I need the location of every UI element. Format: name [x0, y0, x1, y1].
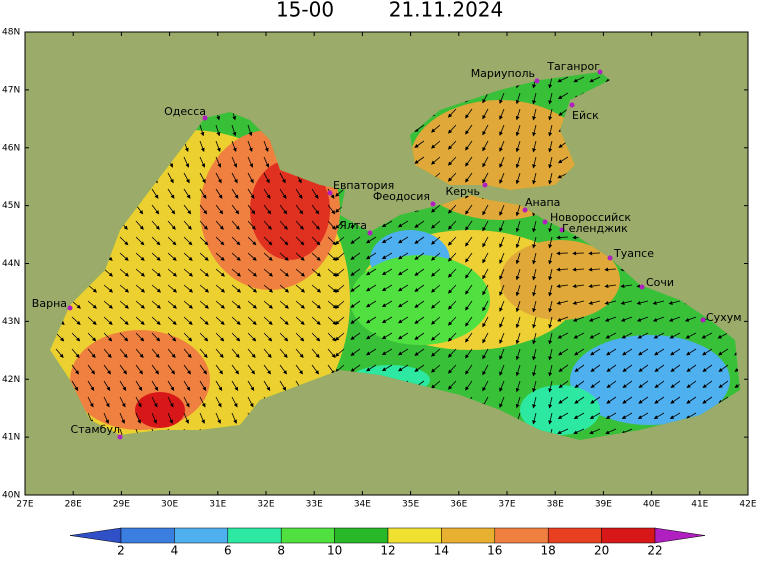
city-dot	[68, 306, 73, 311]
lon-tick-label: 30E	[161, 500, 178, 510]
city-label: Анапа	[525, 196, 560, 209]
lat-tick-label: 41N	[2, 433, 20, 443]
city-dot	[483, 183, 488, 188]
lat-tick-label: 44N	[2, 259, 20, 269]
city-label: Керчь	[445, 185, 480, 198]
title-date: 21.11.2024	[389, 0, 504, 22]
colorbar-segment	[335, 528, 388, 543]
colorbar-label: 18	[541, 544, 556, 558]
city-dot	[608, 256, 613, 261]
lon-tick-label: 35E	[402, 500, 419, 510]
colorbar-label: 6	[224, 544, 232, 558]
lat-tick-label: 48N	[2, 28, 20, 38]
lon-tick-label: 34E	[354, 500, 371, 510]
colorbar-segment	[495, 528, 548, 543]
colorbar-label: 10	[327, 544, 342, 558]
colorbar-label: 20	[594, 544, 609, 558]
colorbar-label: 16	[487, 544, 502, 558]
lon-tick-label: 32E	[257, 500, 274, 510]
city-label: Мариуполь	[471, 67, 535, 80]
colorbar: 2 4 6 8 10 12 14 16 18 20 22	[70, 528, 705, 557]
colorbar-segment	[441, 528, 494, 543]
lon-tick-label: 31E	[209, 500, 226, 510]
colorbar-label: 12	[380, 544, 395, 558]
city-label: Геленджик	[562, 222, 628, 235]
city-dot	[368, 231, 373, 236]
lon-tick-label: 37E	[498, 500, 515, 510]
city-dot	[328, 191, 333, 196]
city-dot	[535, 79, 540, 84]
city-dot	[543, 220, 548, 225]
lon-tick-label: 33E	[306, 500, 323, 510]
colorbar-low	[70, 528, 121, 543]
city-label: Туапсе	[613, 247, 654, 260]
city-label: Таганрог	[546, 60, 600, 73]
colorbar-segment	[602, 528, 655, 543]
colorbar-high	[655, 528, 705, 543]
lon-tick-label: 28E	[65, 500, 82, 510]
colorbar-label: 4	[171, 544, 179, 558]
lon-tick-label: 42E	[739, 500, 756, 510]
colorbar-segment	[174, 528, 227, 543]
colorbar-segment	[228, 528, 281, 543]
lon-tick-label: 41E	[691, 500, 708, 510]
colorbar-label: 2	[117, 544, 125, 558]
colorbar-segment	[121, 528, 174, 543]
lat-tick-label: 43N	[2, 317, 20, 327]
lon-tick-label: 29E	[113, 500, 130, 510]
city-label: Феодосия	[373, 190, 430, 203]
city-dot	[431, 202, 436, 207]
city-label: Стамбул	[71, 423, 120, 436]
lat-tick-label: 42N	[2, 375, 20, 385]
colorbar-segment	[548, 528, 601, 543]
city-label: Ялта	[339, 219, 367, 232]
city-dot	[701, 318, 706, 323]
lon-tick-label: 27E	[16, 500, 33, 510]
colorbar-label: 22	[647, 544, 662, 558]
city-label: Одесса	[164, 105, 206, 118]
lon-tick-label: 38E	[547, 500, 564, 510]
city-dot	[640, 285, 645, 290]
city-label: Сочи	[646, 276, 674, 289]
lat-tick-label: 45N	[2, 201, 20, 211]
colorbar-label: 14	[434, 544, 449, 558]
colorbar-segment	[281, 528, 334, 543]
colorbar-segment	[388, 528, 441, 543]
city-label: Варна	[32, 297, 67, 310]
lon-tick-label: 36E	[450, 500, 467, 510]
city-label: Сухум	[706, 311, 742, 324]
city-dot	[570, 103, 575, 108]
lat-tick-label: 46N	[2, 143, 20, 153]
lat-tick-label: 47N	[2, 85, 20, 95]
colorbar-label: 8	[277, 544, 285, 558]
lon-tick-label: 40E	[643, 500, 660, 510]
title-time: 15-00	[276, 0, 334, 22]
lon-tick-label: 39E	[595, 500, 612, 510]
city-label: Ейск	[572, 109, 599, 122]
